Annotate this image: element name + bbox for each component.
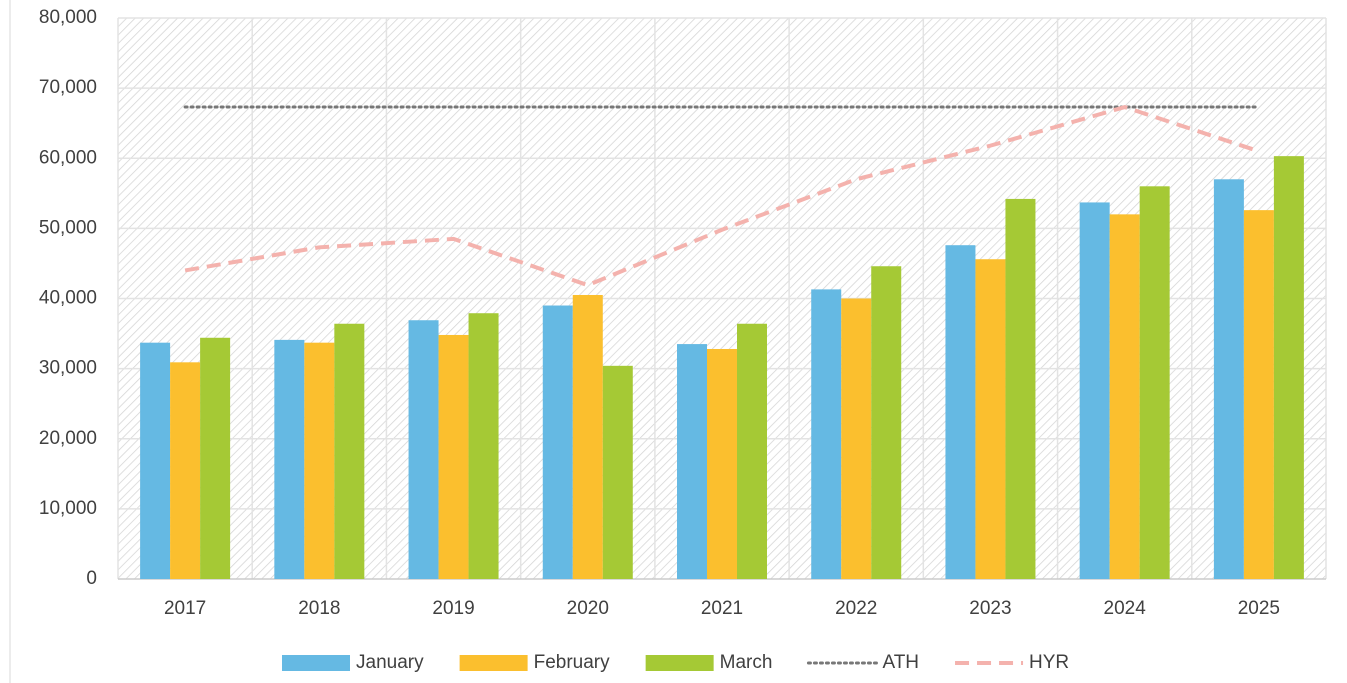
bar: [602, 365, 633, 579]
bar: [572, 294, 603, 579]
bar: [945, 245, 976, 579]
legend-label: February: [534, 652, 611, 673]
bar: [140, 342, 171, 579]
x-tick-label: 2021: [701, 598, 743, 619]
bar: [1109, 214, 1140, 579]
bar: [274, 339, 305, 579]
x-tick-label: 2023: [969, 598, 1011, 619]
bar: [170, 362, 201, 579]
line-series: [184, 104, 1260, 288]
bar: [841, 298, 872, 579]
x-tick-label: 2022: [835, 598, 877, 619]
y-tick-label: 80,000: [39, 7, 97, 28]
y-tick-label: 10,000: [39, 498, 97, 519]
y-tick-label: 20,000: [39, 428, 97, 449]
bar: [871, 266, 902, 579]
y-tick-label: 30,000: [39, 358, 97, 379]
bar: [737, 323, 767, 579]
y-tick-label: 70,000: [39, 77, 97, 98]
bar: [200, 337, 231, 579]
bar: [677, 344, 707, 579]
y-tick-label: 40,000: [39, 288, 97, 309]
x-tick-label: 2017: [164, 598, 206, 619]
legend-label: HYR: [1029, 652, 1069, 673]
y-tick-label: 0: [86, 568, 97, 589]
bar: [438, 334, 469, 579]
legend-label: March: [720, 652, 773, 673]
bar: [707, 348, 737, 579]
legend-swatch: [282, 655, 350, 671]
x-tick-label: 2018: [298, 598, 340, 619]
bar: [1005, 198, 1036, 580]
bar: [542, 305, 573, 579]
x-tick-label: 2024: [1104, 598, 1147, 619]
y-tick-label: 50,000: [39, 217, 97, 238]
bar: [1243, 210, 1274, 579]
bar: [1139, 186, 1170, 580]
bar: [468, 313, 499, 579]
bar: [1079, 202, 1110, 579]
legend-label: ATH: [882, 652, 919, 673]
y-tick-label: 60,000: [39, 147, 97, 168]
bar: [408, 320, 439, 579]
legend-label: January: [356, 652, 424, 673]
bar: [1273, 156, 1304, 580]
bar: [1213, 179, 1244, 579]
bar: [334, 323, 365, 579]
x-tick-label: 2025: [1238, 598, 1280, 619]
bar: [975, 259, 1006, 579]
bar: [304, 342, 335, 579]
x-tick-label: 2020: [567, 598, 609, 619]
legend-swatch: [645, 655, 714, 671]
bar: [811, 289, 842, 579]
x-tick-label: 2019: [432, 598, 474, 619]
legend-swatch: [459, 655, 528, 671]
